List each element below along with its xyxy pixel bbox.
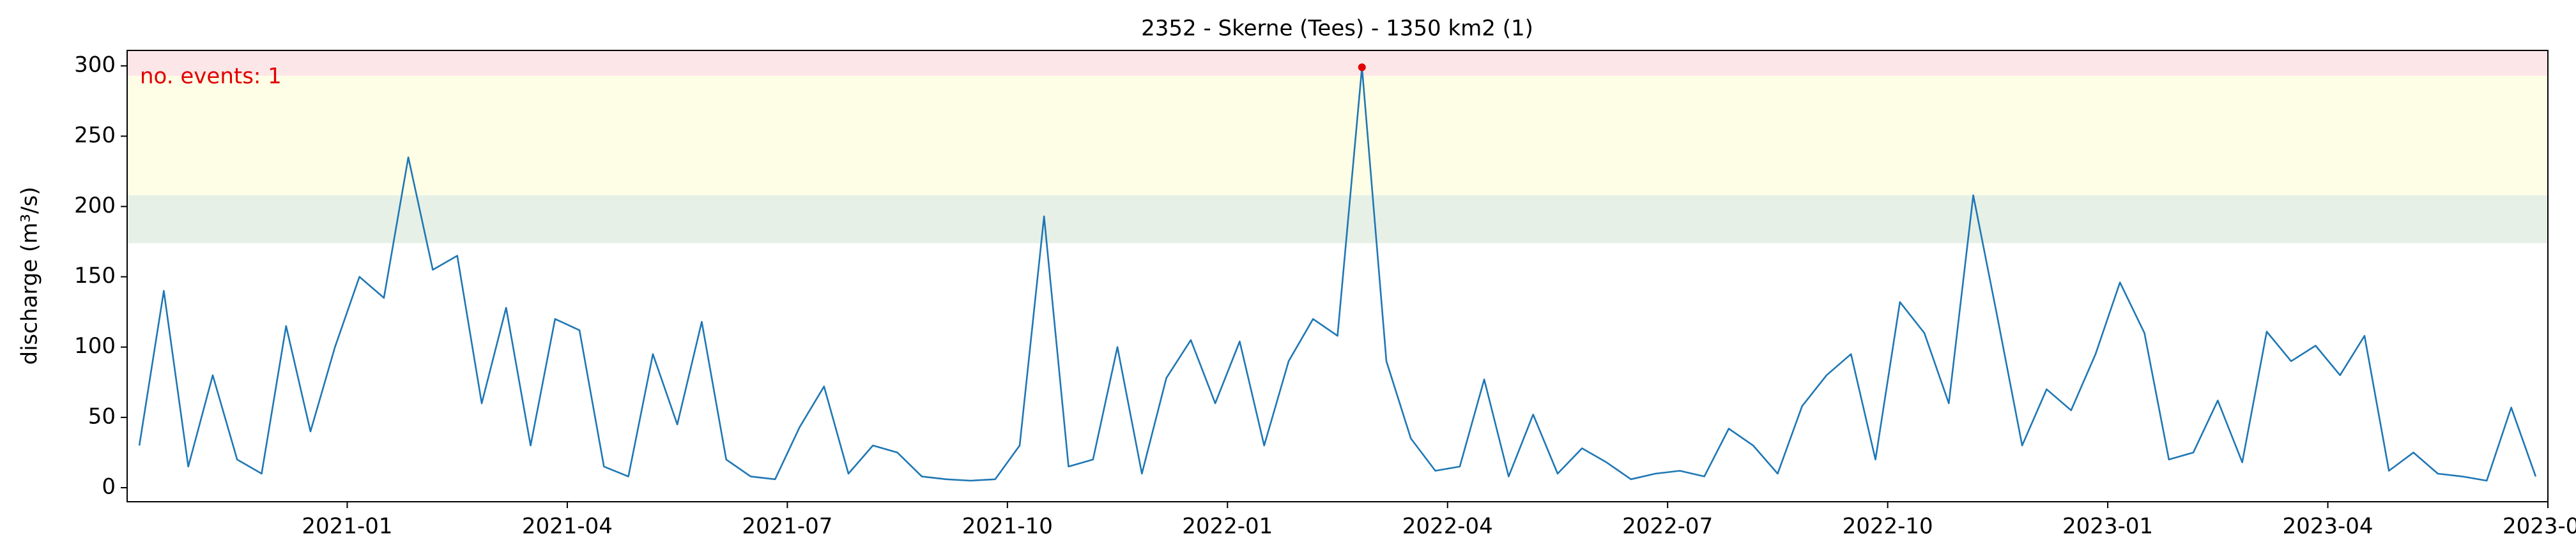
chart-title: 2352 - Skerne (Tees) - 1350 km2 (1) (1141, 16, 1533, 41)
threshold-band (127, 50, 2548, 76)
y-tick-label: 100 (74, 333, 116, 359)
plot-frame (126, 50, 2549, 502)
x-tick-label: 2022-10 (1843, 514, 1933, 539)
line (138, 66, 2537, 482)
x-tick-label: 2022-07 (1622, 514, 1713, 539)
x-tick-label: 2023-07 (2503, 514, 2576, 539)
threshold-band (127, 75, 2548, 195)
x-tick-label: 2022-04 (1402, 514, 1493, 539)
y-tick-label: 0 (102, 474, 116, 499)
x-tick-label: 2021-07 (742, 514, 832, 539)
annotation: no. events: 1 (140, 64, 282, 89)
y-tick-label: 250 (74, 123, 116, 148)
x-tick-label: 2022-01 (1182, 514, 1273, 539)
threshold-band (127, 195, 2548, 243)
y-tick-label: 50 (88, 403, 116, 429)
event-marker (1358, 63, 1366, 71)
x-tick-label: 2021-10 (962, 514, 1053, 539)
x-tick-label: 2023-01 (2062, 514, 2153, 539)
y-axis-label: discharge (m³/s) (17, 187, 43, 365)
y-tick-label: 300 (74, 52, 116, 78)
y-tick-label: 200 (74, 193, 116, 218)
y-tick-label: 150 (74, 263, 116, 289)
x-tick-label: 2023-04 (2283, 514, 2373, 539)
x-tick-label: 2021-01 (302, 514, 392, 539)
x-tick-label: 2021-04 (522, 514, 613, 539)
